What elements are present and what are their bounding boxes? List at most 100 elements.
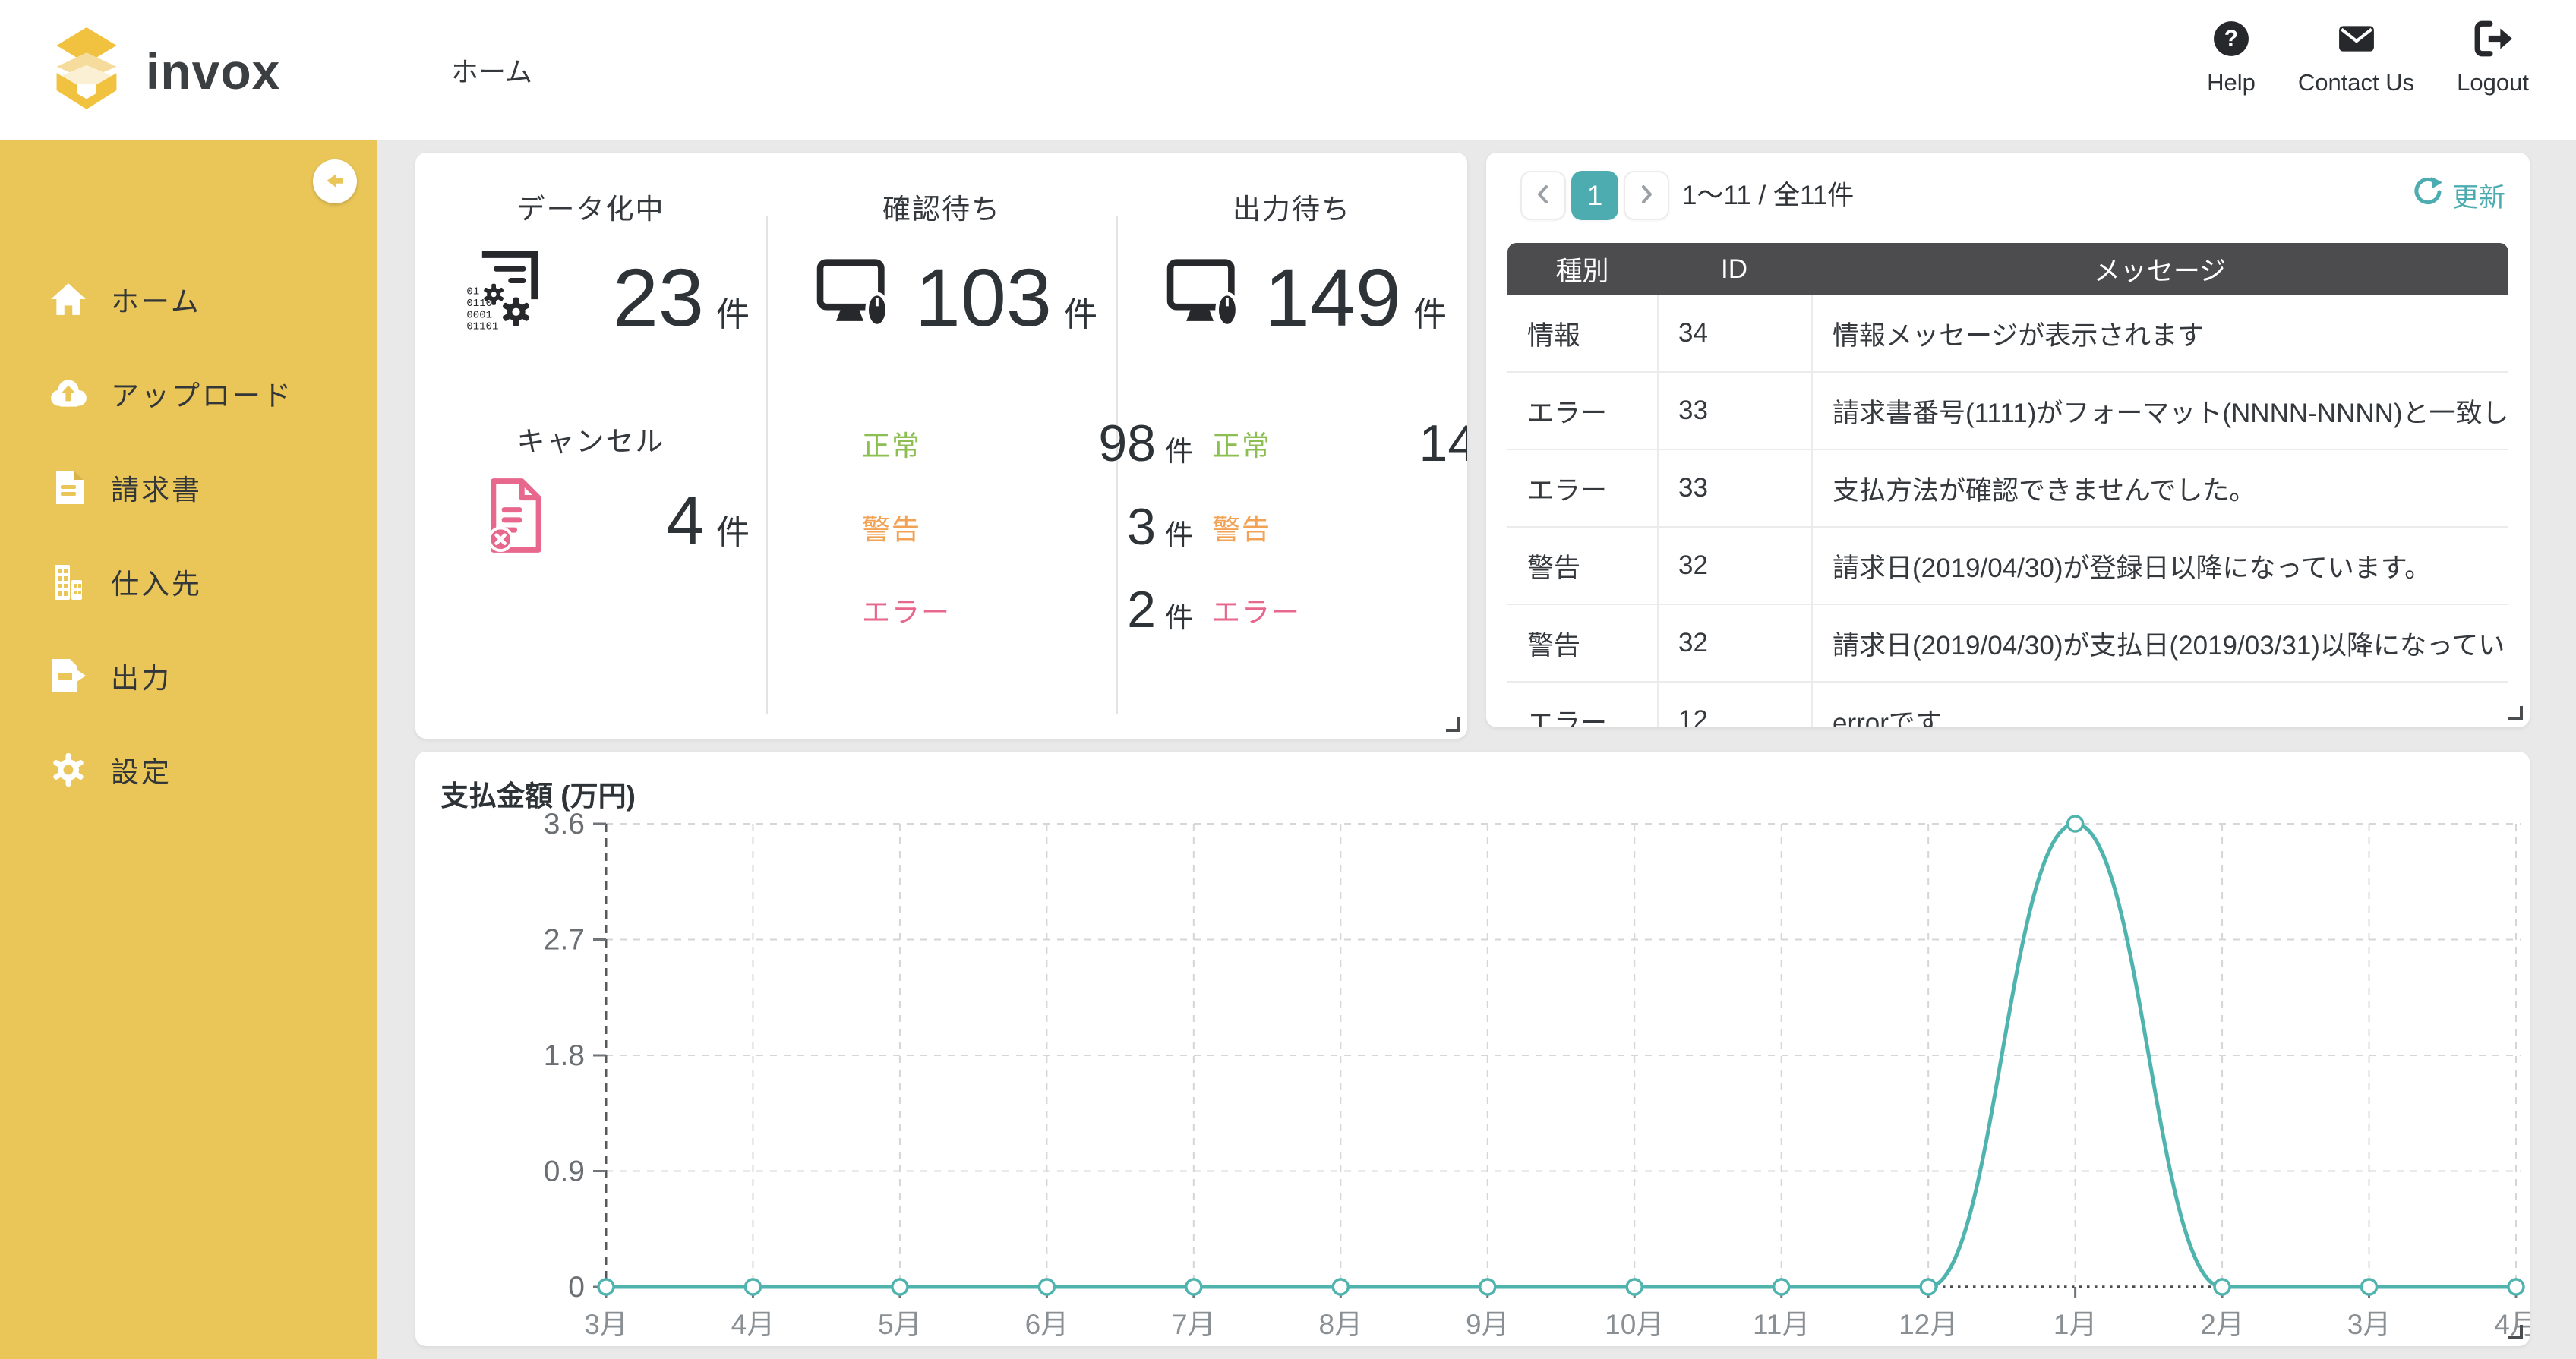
resize-handle[interactable] <box>2508 1325 2523 1339</box>
invox-logo-icon <box>47 27 126 115</box>
svg-text:6月: 6月 <box>1025 1309 1069 1340</box>
resize-handle[interactable] <box>1446 717 1460 732</box>
chevron-left-icon <box>1534 184 1552 207</box>
sidebar-item-invoices[interactable]: 請求書 <box>0 440 377 534</box>
header-actions: ? Help Contact Us <box>2207 20 2529 96</box>
status-card: データ化中 確認待ち 出力待ち 01 0110 0001 01101 <box>415 153 1467 739</box>
payment-chart-card: 0 0.9 1.8 2.7 3.6 3月 4月 5月 6月 7月 8月 9月 10月 11月 12月 1月 2月… <box>415 752 2530 1346</box>
confirmation-count: 103 件 <box>914 251 1097 343</box>
column-divider <box>766 216 768 714</box>
logout-button[interactable]: Logout <box>2457 20 2529 96</box>
svg-text:0: 0 <box>568 1271 585 1304</box>
table-row[interactable]: エラー 12 errorです <box>1507 683 2508 727</box>
messages-table: 種別 ID メッセージ 情報 34 情報メッセージが表示されます エラー 33 … <box>1507 243 2508 727</box>
contact-us-button[interactable]: Contact Us <box>2298 20 2414 96</box>
pagination-next-button[interactable] <box>1624 171 1669 220</box>
main-content: データ化中 確認待ち 出力待ち 01 0110 0001 01101 <box>377 140 2576 1359</box>
svg-text:0.9: 0.9 <box>544 1156 585 1188</box>
output-error-row: エラー 0件 <box>1212 597 1301 628</box>
header-id: ID <box>1721 254 1747 284</box>
table-row[interactable]: エラー 33 請求書番号(1111)がフォーマット(NNNN-NNNN)と一致し… <box>1507 373 2508 450</box>
refresh-label: 更新 <box>2451 183 2505 213</box>
table-row[interactable]: 警告 32 請求日(2019/04/30)が支払日(2019/03/31)以降に… <box>1507 605 2508 683</box>
cancel-document-icon <box>487 478 548 557</box>
collapse-arrow-icon <box>321 167 349 197</box>
help-icon: ? <box>2212 20 2250 60</box>
sidebar-item-settings[interactable]: 設定 <box>0 723 377 817</box>
help-button[interactable]: ? Help <box>2207 20 2256 96</box>
contact-us-label: Contact Us <box>2297 69 2415 96</box>
svg-text:1月: 1月 <box>2054 1309 2098 1340</box>
home-icon <box>47 282 90 317</box>
sidebar-item-export[interactable]: 出力 <box>0 629 377 723</box>
processing-count: 23 件 <box>612 251 750 343</box>
svg-text:12月: 12月 <box>1899 1309 1958 1340</box>
sidebar: ホーム アップロード <box>0 140 377 1359</box>
invoice-icon <box>47 469 90 506</box>
status-title-awaiting-output: 出力待ち <box>1233 194 1351 225</box>
svg-text:3.6: 3.6 <box>544 808 585 840</box>
header-type: 種別 <box>1555 257 1609 286</box>
svg-text:2月: 2月 <box>2200 1309 2244 1340</box>
svg-text:?: ? <box>2224 26 2238 51</box>
cloud-upload-icon <box>47 377 90 410</box>
output-count: 149 件 <box>1264 251 1447 343</box>
sidebar-item-upload[interactable]: アップロード <box>0 346 377 440</box>
file-export-icon <box>47 657 90 694</box>
logout-icon <box>2473 20 2514 60</box>
svg-text:3月: 3月 <box>584 1309 628 1340</box>
monitor-mouse-icon <box>816 259 897 333</box>
svg-text:4月: 4月 <box>731 1309 775 1340</box>
table-header: 種別 ID メッセージ <box>1507 243 2508 295</box>
logo-text: invox <box>146 43 281 99</box>
pagination-range-text: 1〜11 / 全11件 <box>1682 181 1855 210</box>
chevron-right-icon <box>1637 184 1656 207</box>
breadcrumb: ホーム <box>451 56 532 87</box>
cancel-title: キャンセル <box>516 426 665 457</box>
svg-text:4月: 4月 <box>2494 1309 2530 1340</box>
sidebar-item-home[interactable]: ホーム <box>0 252 377 346</box>
svg-text:11月: 11月 <box>1753 1309 1810 1340</box>
refresh-button[interactable]: 更新 <box>2407 171 2510 220</box>
monitor-mouse-icon <box>1166 259 1247 333</box>
supplier-buildings-icon <box>47 563 90 600</box>
refresh-icon <box>2411 176 2443 215</box>
mail-icon <box>2337 20 2376 60</box>
gear-icon <box>47 752 90 788</box>
logout-label: Logout <box>2457 69 2529 96</box>
sidebar-item-suppliers[interactable]: 仕入先 <box>0 534 377 629</box>
pagination-page-button[interactable]: 1 <box>1571 171 1618 220</box>
svg-text:01: 01 <box>466 286 479 298</box>
status-title-awaiting-confirmation: 確認待ち <box>882 194 1001 225</box>
chart-title: 支払金額 (万円) <box>440 780 636 812</box>
svg-text:3月: 3月 <box>2347 1309 2391 1340</box>
sidebar-nav: ホーム アップロード <box>0 252 377 817</box>
output-warning-row: 警告 0件 <box>1212 514 1271 545</box>
svg-text:1.8: 1.8 <box>544 1039 585 1072</box>
table-row[interactable]: 警告 32 請求日(2019/04/30)が登録日以降になっています。 <box>1507 528 2508 605</box>
table-row[interactable]: 情報 34 情報メッセージが表示されます <box>1507 295 2508 373</box>
sidebar-collapse-button[interactable] <box>313 159 357 203</box>
header-message: メッセージ <box>2093 257 2227 286</box>
confirm-normal-row: 正常 98 件 <box>862 415 1193 472</box>
messages-card: 1 1〜11 / 全11件 更新 種別 ID <box>1486 153 2530 727</box>
status-title-processing: データ化中 <box>516 194 665 225</box>
svg-text:8月: 8月 <box>1319 1309 1363 1340</box>
svg-text:0001: 0001 <box>466 309 492 321</box>
table-row[interactable]: エラー 33 支払方法が確認できませんでした。 <box>1507 450 2508 528</box>
logo: invox <box>47 27 280 115</box>
svg-text:9月: 9月 <box>1466 1309 1510 1340</box>
svg-text:2.7: 2.7 <box>544 924 585 957</box>
app-header: invox ホーム ? Help C <box>0 0 2576 140</box>
pagination-prev-button[interactable] <box>1520 171 1566 220</box>
help-label: Help <box>2207 69 2256 96</box>
svg-text:7月: 7月 <box>1172 1309 1216 1340</box>
svg-text:01101: 01101 <box>466 321 498 330</box>
svg-text:10月: 10月 <box>1605 1309 1664 1340</box>
resize-handle[interactable] <box>2508 706 2523 720</box>
